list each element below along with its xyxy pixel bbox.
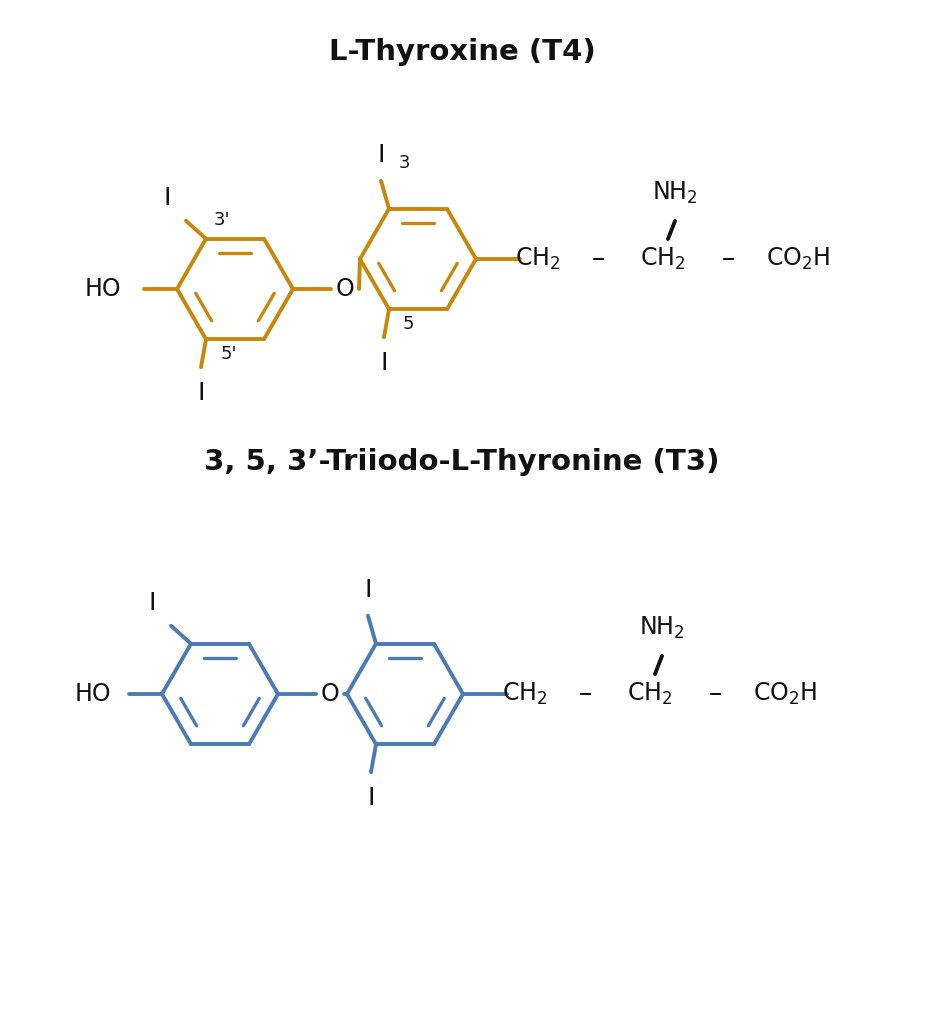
Text: 5: 5 [403, 315, 414, 333]
Text: 3': 3' [214, 211, 230, 228]
Text: I: I [148, 591, 155, 614]
Text: HO: HO [74, 682, 111, 706]
Text: I: I [163, 185, 171, 210]
Text: I: I [377, 142, 385, 167]
Text: O: O [336, 278, 354, 301]
Text: CO$_2$H: CO$_2$H [753, 681, 817, 708]
Text: –: – [709, 681, 722, 707]
Text: 3, 5, 3’-Triiodo-L-Thyronine (T3): 3, 5, 3’-Triiodo-L-Thyronine (T3) [204, 449, 720, 476]
Text: –: – [578, 681, 592, 707]
Text: CO$_2$H: CO$_2$H [766, 246, 830, 272]
Text: CH$_2$: CH$_2$ [515, 246, 561, 272]
Text: NH$_2$: NH$_2$ [652, 180, 697, 206]
Text: I: I [367, 786, 375, 810]
Text: I: I [364, 578, 372, 602]
Text: NH$_2$: NH$_2$ [639, 614, 684, 641]
Text: CH$_2$: CH$_2$ [640, 246, 685, 272]
Text: O: O [321, 682, 339, 706]
Text: 3: 3 [399, 154, 411, 172]
Text: –: – [722, 246, 734, 272]
Text: HO: HO [84, 278, 121, 301]
Text: CH$_2$: CH$_2$ [502, 681, 548, 708]
Text: L-Thyroxine (T4): L-Thyroxine (T4) [328, 38, 596, 66]
Text: CH$_2$: CH$_2$ [627, 681, 672, 708]
Text: I: I [197, 381, 204, 406]
Text: I: I [380, 351, 388, 375]
Text: –: – [591, 246, 605, 272]
Text: 5': 5' [221, 345, 238, 364]
